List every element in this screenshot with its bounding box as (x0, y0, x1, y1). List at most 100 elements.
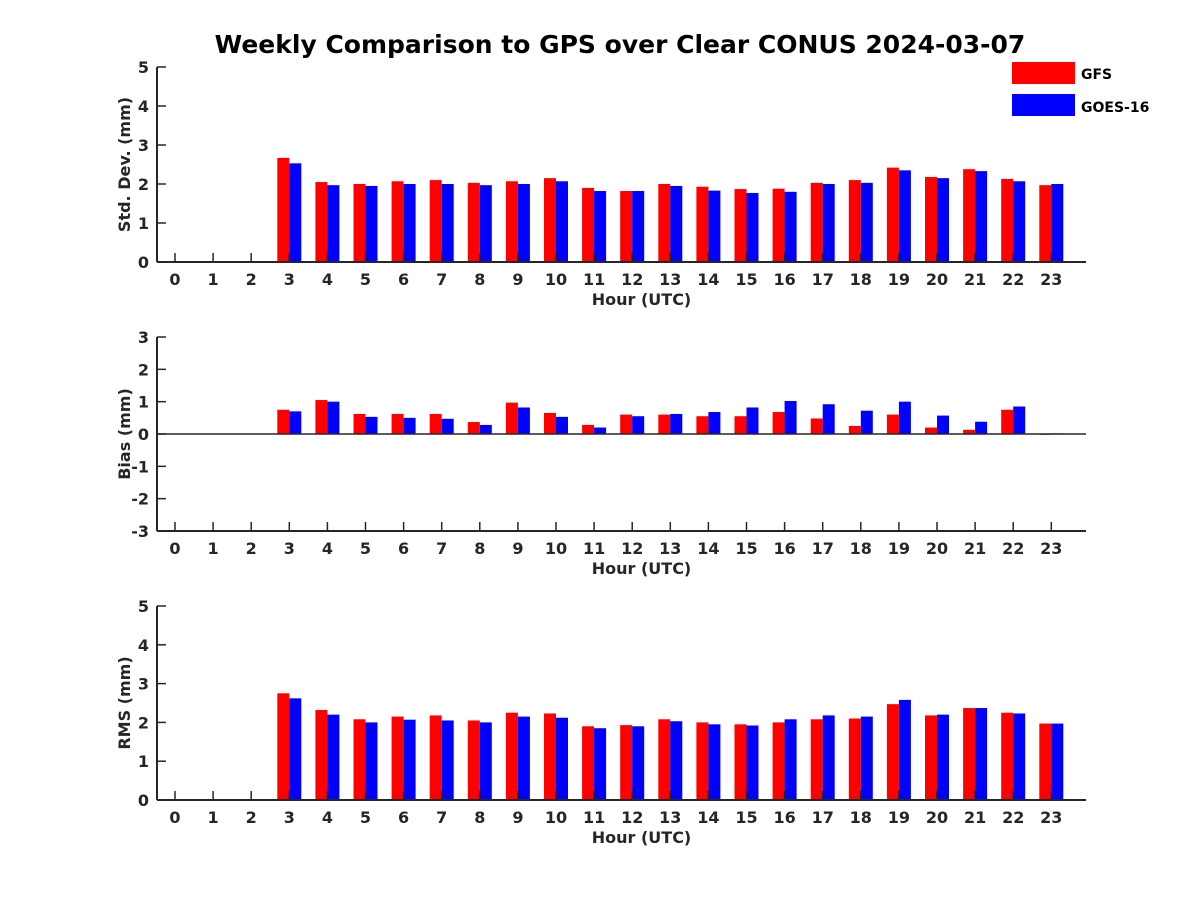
bar-gfs-hour-7 (429, 715, 442, 800)
y-tick-label: 3 (138, 675, 149, 694)
x-tick-label: 15 (735, 539, 757, 558)
x-tick-label: 9 (512, 808, 523, 827)
y-tick-label: 0 (138, 425, 149, 444)
x-tick-label: 7 (436, 539, 447, 558)
x-tick-label: 4 (322, 270, 333, 289)
bar-gfs-hour-17 (810, 182, 823, 262)
bar-gfs-hour-10 (544, 178, 556, 262)
bar-gfs-hour-12 (620, 725, 633, 800)
bar-goes-16-hour-3 (289, 411, 302, 434)
bar-goes-16-hour-17 (822, 404, 835, 434)
y-axis-title: Bias (mm) (115, 388, 134, 480)
x-tick-label: 12 (621, 539, 643, 558)
bar-goes-16-hour-22 (1013, 713, 1026, 800)
bar-goes-16-hour-7 (441, 418, 454, 434)
bar-gfs-hour-23 (1039, 723, 1052, 800)
y-tick-label: 2 (138, 360, 149, 379)
bar-goes-16-hour-17 (822, 184, 835, 262)
x-tick-label: 7 (436, 808, 447, 827)
bar-goes-16-hour-6 (403, 184, 416, 262)
bar-gfs-hour-18 (848, 180, 861, 262)
bar-goes-16-hour-9 (517, 716, 530, 800)
x-tick-label: 17 (812, 539, 834, 558)
legend: GFS GOES-16 (1012, 62, 1149, 116)
x-tick-label: 18 (850, 539, 872, 558)
bar-goes-16-hour-20 (937, 178, 949, 262)
x-tick-label: 23 (1040, 539, 1062, 558)
x-tick-label: 0 (169, 539, 180, 558)
x-axis-title: Hour (UTC) (592, 559, 692, 578)
bar-gfs-hour-18 (848, 718, 861, 800)
bar-gfs-hour-4 (315, 709, 328, 800)
y-tick-label: 1 (138, 214, 149, 233)
x-tick-label: 1 (208, 539, 219, 558)
bar-gfs-hour-13 (658, 719, 671, 800)
bar-gfs-hour-10 (544, 412, 556, 434)
bar-goes-16-hour-19 (898, 170, 911, 262)
bar-gfs-hour-23 (1039, 185, 1052, 262)
y-tick-label: 0 (138, 253, 149, 272)
bar-goes-16-hour-18 (860, 410, 873, 434)
bar-goes-16-hour-12 (632, 726, 645, 800)
bar-goes-16-hour-15 (746, 725, 759, 800)
bar-gfs-hour-6 (391, 716, 404, 800)
y-tick-label: -3 (131, 522, 149, 541)
x-axis-title: Hour (UTC) (592, 828, 692, 847)
x-tick-label: 22 (1002, 270, 1024, 289)
bar-goes-16-hour-3 (289, 698, 302, 800)
bar-gfs-hour-19 (886, 414, 899, 434)
y-axis-title: Std. Dev. (mm) (115, 97, 134, 232)
x-tick-label: 19 (888, 539, 910, 558)
x-tick-label: 21 (964, 808, 986, 827)
x-tick-label: 22 (1002, 808, 1024, 827)
x-tick-label: 11 (583, 270, 605, 289)
x-tick-label: 11 (583, 808, 605, 827)
y-tick-label: -2 (131, 490, 149, 509)
bar-gfs-hour-22 (1001, 178, 1014, 262)
bar-goes-16-hour-14 (708, 412, 721, 434)
bar-goes-16-hour-10 (556, 717, 568, 800)
x-tick-label: 3 (284, 808, 295, 827)
bar-goes-16-hour-22 (1013, 406, 1026, 434)
bar-goes-16-hour-23 (1051, 723, 1064, 800)
bar-gfs-hour-8 (467, 720, 480, 800)
bar-goes-16-hour-20 (937, 714, 949, 800)
legend-swatch-goes16 (1012, 94, 1075, 116)
bar-goes-16-hour-8 (479, 424, 492, 434)
x-tick-label: 20 (926, 808, 948, 827)
bar-goes-16-hour-14 (708, 190, 721, 262)
x-tick-label: 16 (773, 539, 795, 558)
bar-gfs-hour-12 (620, 191, 633, 262)
x-tick-label: 3 (284, 539, 295, 558)
bar-gfs-hour-13 (658, 414, 671, 434)
bar-goes-16-hour-19 (898, 699, 911, 800)
x-tick-label: 13 (659, 539, 681, 558)
x-tick-label: 13 (659, 808, 681, 827)
bar-goes-16-hour-4 (327, 401, 340, 434)
bar-goes-16-hour-16 (784, 401, 797, 434)
bar-gfs-hour-19 (886, 167, 899, 262)
bar-goes-16-hour-21 (975, 171, 988, 262)
bar-goes-16-hour-14 (708, 724, 721, 800)
y-tick-label: 4 (138, 636, 149, 655)
bar-goes-16-hour-22 (1013, 181, 1026, 262)
bar-goes-16-hour-5 (365, 722, 378, 800)
x-tick-label: 6 (398, 270, 409, 289)
y-tick-label: 5 (138, 597, 149, 616)
bar-gfs-hour-9 (505, 181, 518, 262)
x-tick-label: 10 (545, 539, 567, 558)
legend-label-gfs: GFS (1081, 67, 1112, 83)
bar-gfs-hour-13 (658, 184, 671, 262)
bar-gfs-hour-7 (429, 413, 442, 434)
x-tick-label: 18 (850, 808, 872, 827)
bar-gfs-hour-20 (925, 176, 937, 262)
bar-gfs-hour-9 (505, 712, 518, 800)
bar-goes-16-hour-18 (860, 716, 873, 800)
bar-goes-16-hour-8 (479, 185, 492, 262)
x-tick-label: 2 (246, 270, 257, 289)
bar-gfs-hour-11 (582, 726, 595, 800)
bar-goes-16-hour-10 (556, 181, 568, 262)
x-tick-label: 12 (621, 270, 643, 289)
